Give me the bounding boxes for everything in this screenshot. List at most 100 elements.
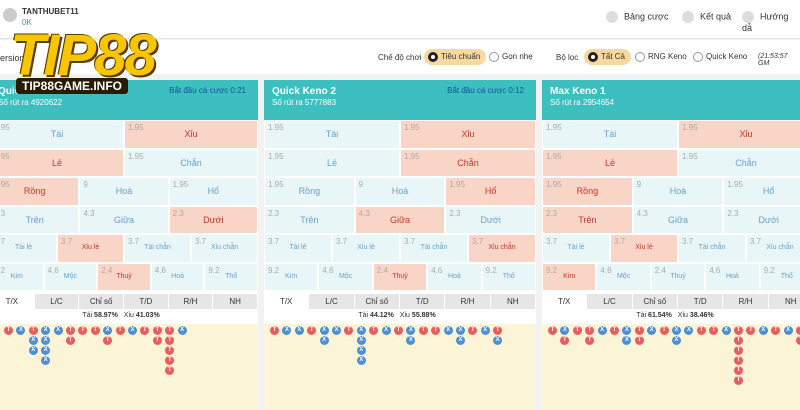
bet-cell[interactable]: 3.7 Tài chẵn bbox=[678, 234, 746, 263]
bet-cell[interactable]: 2.3 Trên bbox=[542, 205, 633, 234]
tab[interactable]: T/D bbox=[678, 294, 724, 309]
bet-cell[interactable]: 1.95 Hổ bbox=[168, 177, 258, 206]
bet-cell[interactable]: 4.6 Hoả bbox=[705, 262, 760, 291]
stats: Tài 61.54% Xỉu 38.46% bbox=[542, 312, 800, 319]
bet-cell[interactable]: 3.7 Xỉu chẵn bbox=[191, 234, 258, 263]
bet-cell[interactable]: 1.95 Tài bbox=[542, 120, 678, 149]
bet-cell[interactable]: 2.3 Dưới bbox=[723, 205, 800, 234]
bet-cell[interactable]: 9.2 Thổ bbox=[759, 262, 800, 291]
tab[interactable]: R/H bbox=[168, 294, 214, 309]
radio-option[interactable]: Tiêu chuẩn bbox=[424, 49, 487, 65]
bet-cell[interactable]: 9 Hoà bbox=[79, 177, 169, 206]
bet-cell[interactable]: 1.95 Hổ bbox=[445, 177, 536, 206]
bet-cell[interactable]: 9 Hoà bbox=[354, 177, 446, 206]
bet-cell[interactable]: 1.95 Tài bbox=[0, 120, 124, 149]
tab[interactable]: R/H bbox=[723, 294, 769, 309]
bet-cell[interactable]: 2.3 Dưới bbox=[445, 205, 536, 234]
nav-item[interactable]: Hướng dẫ bbox=[742, 11, 800, 33]
bet-cell[interactable]: 9 Hoà bbox=[632, 177, 724, 206]
bet-cell[interactable]: 9.2 Kim bbox=[0, 262, 44, 291]
bet-cell[interactable]: 3.7 Tài lẻ bbox=[264, 234, 332, 263]
bet-cell[interactable]: 3.7 Tài chẵn bbox=[124, 234, 191, 263]
bet-cell[interactable]: 1.95 Chẵn bbox=[400, 148, 536, 177]
bet-cell[interactable]: 3.7 Xỉu lẻ bbox=[610, 234, 678, 263]
odds: 3.7 bbox=[472, 237, 484, 246]
nav-item[interactable]: Kết quả bbox=[682, 11, 731, 23]
stat-label: Tài bbox=[358, 312, 369, 319]
tab[interactable]: T/X bbox=[542, 294, 588, 309]
tab[interactable]: L/C bbox=[309, 294, 355, 309]
bet-cell[interactable]: 1.95 Tài bbox=[264, 120, 400, 149]
bet-cell[interactable]: 9.2 Kim bbox=[542, 262, 597, 291]
bet-cell[interactable]: 4.6 Hoả bbox=[427, 262, 482, 291]
bet-label: Dưới bbox=[203, 214, 224, 225]
bead: X bbox=[103, 326, 113, 335]
bet-cell[interactable]: 2.3 Trên bbox=[0, 205, 80, 234]
radio-option[interactable]: RNG Keno bbox=[631, 49, 693, 65]
tab[interactable]: Chỉ số bbox=[354, 294, 400, 309]
tab[interactable]: T/D bbox=[124, 294, 169, 309]
bet-cell[interactable]: 1.95 Chẵn bbox=[678, 148, 800, 177]
bet-cell[interactable]: 1.95 Rồng bbox=[542, 177, 633, 206]
tab[interactable]: T/D bbox=[400, 294, 446, 309]
bead: T bbox=[66, 326, 75, 335]
tab[interactable]: NH bbox=[768, 294, 800, 309]
bet-cell[interactable]: 9.2 Thổ bbox=[204, 262, 258, 291]
bet-cell[interactable]: 1.95 Hổ bbox=[723, 177, 800, 206]
bet-cell[interactable]: 2.4 Thuỷ bbox=[372, 262, 428, 291]
tab[interactable]: T/X bbox=[0, 294, 35, 309]
bet-cell[interactable]: 1.95 Lẻ bbox=[264, 148, 400, 177]
tab[interactable]: NH bbox=[213, 294, 258, 309]
bead: X bbox=[41, 336, 51, 345]
bet-cell[interactable]: 3.7 Xỉu lẻ bbox=[332, 234, 400, 263]
nav-item[interactable]: Bảng cược bbox=[606, 11, 668, 23]
bet-cell[interactable]: 1.95 Xỉu bbox=[124, 120, 258, 149]
radio-option[interactable]: Tất Cả bbox=[584, 49, 632, 65]
bet-cell[interactable]: 3.7 Tài lẻ bbox=[0, 234, 57, 263]
radio-option[interactable]: Quick Keno bbox=[689, 49, 753, 65]
bead: T bbox=[734, 376, 743, 385]
tab[interactable]: R/H bbox=[445, 294, 491, 309]
bet-cell[interactable]: 3.7 Xỉu chẵn bbox=[746, 234, 800, 263]
bet-cell[interactable]: 1.95 Xỉu bbox=[400, 120, 536, 149]
bet-cell[interactable]: 4.6 Mộc bbox=[318, 262, 373, 291]
radio-label: Quick Keno bbox=[706, 52, 748, 62]
bead: T bbox=[115, 326, 125, 335]
bet-cell[interactable]: 2.3 Trên bbox=[264, 205, 355, 234]
bet-label: Kim bbox=[563, 272, 576, 280]
bet-cell[interactable]: 4.3 Giữa bbox=[79, 205, 169, 234]
stat-label: Xỉu bbox=[677, 312, 688, 319]
tab[interactable]: L/C bbox=[587, 294, 633, 309]
bet-cell[interactable]: 4.6 Mộc bbox=[596, 262, 651, 291]
bet-cell[interactable]: 9.2 Kim bbox=[264, 262, 319, 291]
bet-cell[interactable]: 2.4 Thuỷ bbox=[650, 262, 706, 291]
bet-cell[interactable]: 3.7 Tài lẻ bbox=[542, 234, 610, 263]
bet-cell[interactable]: 3.7 Xỉu chẵn bbox=[468, 234, 536, 263]
bet-cell[interactable]: 1.95 Lẻ bbox=[0, 148, 124, 177]
tab[interactable]: Chỉ số bbox=[79, 294, 124, 309]
bet-cell[interactable]: 1.95 Rồng bbox=[0, 177, 80, 206]
clock: (21:53:57 GM bbox=[758, 53, 788, 67]
tab[interactable]: T/X bbox=[264, 294, 310, 309]
bet-cell[interactable]: 9.2 Thổ bbox=[481, 262, 536, 291]
bet-cell[interactable]: 1.95 Xỉu bbox=[678, 120, 800, 149]
bet-cell[interactable]: 3.7 Xỉu lẻ bbox=[57, 234, 124, 263]
tab[interactable]: Chỉ số bbox=[632, 294, 678, 309]
radio-option[interactable]: Gọn nhẹ bbox=[485, 49, 539, 65]
bet-cell[interactable]: 2.4 Thuỷ bbox=[97, 262, 151, 291]
bet-cell[interactable]: 2.3 Dưới bbox=[168, 205, 258, 234]
bet-cell[interactable]: 1.95 Rồng bbox=[264, 177, 355, 206]
odds: 4.3 bbox=[636, 208, 648, 218]
bead: T bbox=[165, 346, 175, 355]
bet-cell[interactable]: 4.3 Giữa bbox=[632, 205, 724, 234]
bet-cell[interactable]: 1.95 Chẵn bbox=[124, 148, 258, 177]
bet-cell[interactable]: 4.6 Mộc bbox=[43, 262, 98, 291]
bet-cell[interactable]: 4.6 Hoả bbox=[150, 262, 205, 291]
bet-cell[interactable]: 1.95 Lẻ bbox=[542, 148, 678, 177]
tab[interactable]: NH bbox=[490, 294, 536, 309]
bead: X bbox=[41, 326, 51, 335]
bet-cell[interactable]: 4.3 Giữa bbox=[354, 205, 446, 234]
bet-cell[interactable]: 3.7 Tài chẵn bbox=[400, 234, 468, 263]
tab[interactable]: L/C bbox=[34, 294, 80, 309]
radio-label: RNG Keno bbox=[648, 52, 687, 62]
